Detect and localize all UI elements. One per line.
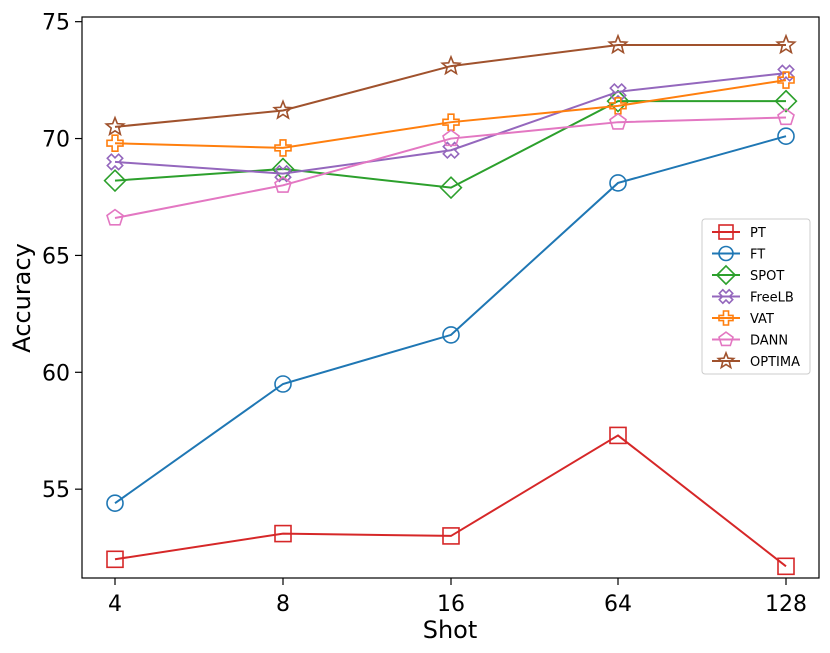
data-point — [106, 550, 124, 569]
series-line — [114, 100, 786, 189]
data-point — [606, 89, 630, 113]
plot-area — [81, 16, 820, 579]
series-optima — [104, 33, 797, 137]
data-point — [274, 164, 292, 183]
legend-marker — [716, 350, 736, 370]
legend-item: OPTIMA — [712, 350, 800, 370]
data-point — [106, 134, 124, 153]
legend-item: VAT — [712, 310, 774, 327]
legend-marker — [718, 224, 734, 240]
data-point — [442, 129, 460, 147]
series-line — [114, 434, 787, 568]
data-point — [609, 426, 627, 445]
x-tick-label: 16 — [437, 592, 465, 617]
data-point — [106, 153, 124, 171]
legend-marker — [718, 331, 734, 347]
data-point — [274, 375, 292, 393]
series-line — [114, 79, 787, 149]
legend-label: FreeLB — [750, 291, 794, 306]
data-point — [106, 208, 124, 226]
legend-item: FreeLB — [712, 288, 794, 306]
legend-marker — [718, 288, 734, 305]
x-tick-label: 128 — [765, 592, 807, 617]
x-tick-label: 64 — [604, 592, 632, 617]
series-dann — [106, 108, 795, 226]
legend-item: PT — [712, 224, 766, 241]
legend-label: FT — [750, 248, 765, 263]
data-point — [607, 33, 629, 55]
data-point — [609, 174, 627, 192]
legend-item: DANN — [712, 331, 788, 349]
data-point — [103, 169, 127, 193]
legend-label: OPTIMA — [750, 355, 800, 370]
data-point — [777, 108, 795, 126]
legend-item: FT — [712, 245, 765, 263]
data-point — [440, 54, 462, 76]
series-line — [114, 116, 787, 220]
y-tick-label: 75 — [42, 11, 70, 36]
series-line — [114, 44, 786, 128]
legend-marker — [715, 264, 737, 286]
data-point — [442, 141, 460, 160]
series-spot — [103, 89, 798, 200]
y-tick-label: 60 — [42, 361, 70, 386]
legend-item: SPOT — [712, 264, 784, 286]
legend-label: DANN — [750, 334, 788, 349]
legend-marker — [718, 310, 734, 326]
series-line — [114, 135, 787, 505]
legend-label: SPOT — [750, 269, 784, 284]
x-axis-label: Shot — [423, 616, 478, 644]
series-vat — [106, 71, 795, 157]
data-point — [106, 494, 124, 513]
data-point — [272, 99, 294, 120]
series-ft — [106, 127, 795, 513]
x-axis: 4 8 16 64 128 — [108, 578, 807, 617]
data-point — [274, 524, 292, 543]
data-point — [777, 557, 795, 576]
series-line — [114, 72, 787, 175]
y-tick-label: 70 — [42, 128, 70, 153]
y-axis: 55 60 65 70 75 — [42, 11, 82, 503]
data-point — [274, 139, 292, 157]
legend-label: VAT — [750, 312, 774, 327]
data-point — [609, 97, 627, 115]
data-point — [777, 71, 795, 89]
x-tick-label: 8 — [276, 592, 290, 617]
y-axis-label: Accuracy — [8, 243, 36, 353]
data-point — [774, 89, 798, 113]
series-pt — [106, 426, 795, 576]
y-tick-label: 65 — [42, 244, 70, 269]
data-point — [442, 113, 460, 131]
data-point — [442, 527, 460, 545]
data-point — [104, 115, 126, 137]
x-tick-label: 4 — [108, 592, 122, 617]
data-point — [775, 33, 797, 55]
data-point — [777, 127, 795, 146]
data-point — [274, 175, 292, 193]
data-point — [442, 326, 460, 344]
data-point — [271, 157, 295, 181]
legend: PT FT SPOT FreeLB VAT DANN OPTIMA — [701, 218, 811, 375]
data-point — [439, 176, 463, 200]
legend-label: PT — [750, 226, 766, 241]
y-tick-label: 55 — [42, 478, 70, 503]
legend-marker — [718, 245, 734, 262]
data-point — [609, 112, 627, 130]
series-layer — [103, 33, 798, 576]
